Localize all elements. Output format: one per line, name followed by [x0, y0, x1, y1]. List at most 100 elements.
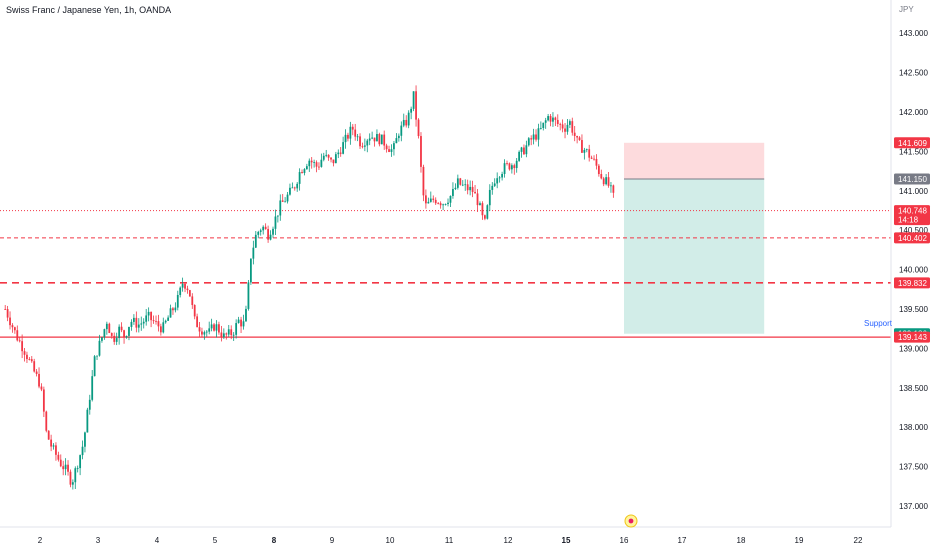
candle[interactable]	[74, 466, 77, 490]
candle[interactable]	[483, 214, 486, 221]
candle[interactable]	[193, 304, 196, 320]
candle[interactable]	[393, 141, 395, 156]
candle[interactable]	[356, 133, 359, 142]
candle[interactable]	[496, 172, 499, 189]
candle[interactable]	[535, 129, 537, 142]
candle[interactable]	[76, 465, 79, 473]
candle[interactable]	[69, 469, 72, 488]
candle[interactable]	[55, 442, 57, 461]
candle[interactable]	[135, 311, 138, 333]
candle[interactable]	[210, 318, 213, 332]
candle[interactable]	[561, 119, 564, 133]
candle[interactable]	[205, 330, 208, 337]
candle[interactable]	[527, 137, 530, 147]
candle[interactable]	[21, 334, 24, 359]
candle[interactable]	[332, 159, 335, 167]
candle[interactable]	[264, 223, 267, 230]
candle[interactable]	[510, 163, 513, 174]
candle[interactable]	[600, 169, 603, 180]
candle[interactable]	[254, 231, 257, 249]
candle[interactable]	[45, 410, 48, 433]
candle[interactable]	[103, 328, 106, 340]
candle[interactable]	[612, 184, 615, 198]
candle[interactable]	[559, 122, 562, 131]
candle[interactable]	[6, 305, 9, 322]
candle[interactable]	[354, 123, 357, 141]
candle[interactable]	[327, 154, 330, 161]
price-tag[interactable]: 141.609	[894, 137, 930, 149]
candle[interactable]	[47, 430, 50, 440]
candle[interactable]	[442, 203, 444, 211]
candle[interactable]	[218, 321, 220, 335]
candle[interactable]	[313, 159, 316, 168]
candle[interactable]	[147, 307, 150, 322]
candle[interactable]	[590, 155, 593, 160]
candle[interactable]	[420, 132, 422, 173]
candle[interactable]	[344, 129, 347, 149]
candle[interactable]	[105, 321, 108, 335]
candle[interactable]	[542, 122, 545, 131]
candle[interactable]	[9, 311, 11, 330]
candle[interactable]	[162, 317, 165, 334]
candle[interactable]	[62, 460, 65, 476]
candle[interactable]	[159, 323, 162, 336]
candle[interactable]	[235, 319, 238, 339]
candle[interactable]	[198, 321, 201, 338]
candle[interactable]	[583, 147, 586, 160]
candle[interactable]	[59, 454, 62, 468]
candle[interactable]	[274, 209, 277, 236]
candle[interactable]	[118, 324, 121, 345]
candle[interactable]	[525, 140, 528, 158]
candle[interactable]	[503, 159, 506, 178]
candle[interactable]	[466, 179, 469, 195]
candle[interactable]	[140, 316, 143, 331]
candle[interactable]	[101, 336, 103, 343]
candle[interactable]	[67, 460, 69, 476]
candle[interactable]	[547, 113, 550, 122]
candle[interactable]	[449, 195, 452, 207]
candle[interactable]	[363, 138, 366, 152]
candle[interactable]	[518, 150, 521, 162]
candle[interactable]	[578, 136, 581, 141]
candle[interactable]	[330, 157, 332, 163]
candle[interactable]	[23, 348, 26, 362]
candle[interactable]	[498, 176, 501, 183]
candle[interactable]	[566, 119, 569, 135]
candle[interactable]	[259, 228, 262, 236]
candle[interactable]	[142, 318, 145, 329]
candle[interactable]	[176, 290, 179, 311]
candle[interactable]	[556, 114, 559, 127]
candle[interactable]	[568, 119, 571, 129]
candle[interactable]	[81, 440, 84, 460]
candle[interactable]	[310, 157, 313, 169]
candle[interactable]	[537, 123, 540, 147]
candle[interactable]	[262, 225, 265, 235]
candle[interactable]	[549, 113, 552, 127]
candle[interactable]	[359, 133, 361, 149]
candle[interactable]	[64, 458, 67, 476]
candle[interactable]	[269, 230, 272, 241]
candle[interactable]	[71, 479, 74, 490]
candle[interactable]	[373, 137, 376, 147]
candle[interactable]	[86, 407, 89, 433]
candle[interactable]	[172, 307, 174, 315]
candle[interactable]	[334, 151, 337, 164]
candle[interactable]	[191, 293, 194, 309]
candle[interactable]	[115, 332, 118, 346]
candle[interactable]	[479, 201, 481, 206]
candle[interactable]	[544, 117, 547, 129]
candle[interactable]	[230, 325, 233, 340]
candle[interactable]	[515, 157, 518, 173]
candle[interactable]	[50, 434, 53, 452]
candle[interactable]	[461, 180, 464, 187]
candle[interactable]	[284, 197, 287, 203]
candle[interactable]	[167, 315, 170, 321]
candle[interactable]	[469, 180, 472, 196]
candle[interactable]	[402, 113, 405, 128]
candle[interactable]	[247, 279, 250, 311]
candle[interactable]	[464, 179, 467, 191]
candle[interactable]	[11, 323, 14, 333]
candle[interactable]	[272, 226, 274, 238]
candle[interactable]	[454, 183, 457, 191]
